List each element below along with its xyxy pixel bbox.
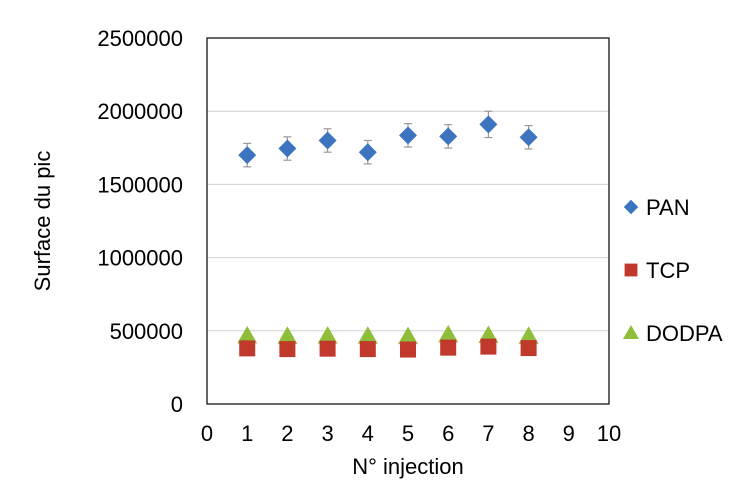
plot-area-border: [206, 37, 610, 405]
x-tick-label: 2: [281, 421, 293, 446]
x-tick-label: 5: [402, 421, 414, 446]
x-tick-labels: 0 1 2 3 4 5 6 7 8 9 10: [201, 421, 621, 446]
x-tick-label: 10: [597, 421, 621, 446]
dodpa-point: [237, 325, 258, 344]
x-tick-label: 7: [482, 421, 494, 446]
dodpa-point: [317, 326, 338, 344]
legend-marker-tcp: [624, 263, 638, 277]
tcp-point: [520, 340, 537, 357]
pan-point: [278, 139, 297, 158]
legend: PAN TCP DODPA: [623, 195, 723, 346]
legend-label-tcp: TCP: [646, 258, 690, 283]
x-tick-label: 6: [442, 421, 454, 446]
legend-marker-dodpa: [623, 325, 639, 339]
pan-point: [519, 128, 538, 147]
pan-point: [439, 127, 458, 146]
x-tick-label: 0: [201, 421, 213, 446]
tcp-point: [359, 341, 376, 358]
legend-item-pan: PAN: [623, 195, 690, 220]
tcp-point: [239, 340, 256, 357]
y-tick-label: 500000: [110, 319, 183, 344]
x-tick-label: 3: [321, 421, 333, 446]
y-tick-label: 2500000: [97, 26, 183, 51]
pan-point: [399, 126, 417, 145]
x-tick-label: 9: [563, 421, 575, 446]
tcp-point: [279, 341, 296, 358]
dodpa-point: [357, 326, 378, 344]
legend-item-tcp: TCP: [624, 258, 690, 283]
y-axis-title: Surface du pic: [30, 151, 55, 292]
pan-point: [318, 131, 337, 150]
y-tick-labels: 0 500000 1000000 1500000 2000000 2500000: [97, 26, 183, 417]
dodpa-point: [398, 326, 418, 345]
y-tick-label: 0: [171, 392, 183, 417]
legend-item-dodpa: DODPA: [623, 321, 723, 346]
tcp-point: [440, 339, 457, 356]
data-points: [237, 110, 539, 358]
dodpa-point: [438, 324, 459, 343]
y-tick-label: 2000000: [97, 99, 183, 124]
legend-label-pan: PAN: [646, 195, 690, 220]
dodpa-point: [277, 326, 298, 344]
tcp-point: [319, 340, 336, 357]
pan-point: [479, 115, 498, 134]
tcp-point: [400, 341, 416, 358]
y-tick-label: 1500000: [97, 172, 183, 197]
pan-point: [238, 146, 257, 165]
y-tick-label: 1000000: [97, 246, 183, 271]
dodpa-point: [518, 326, 539, 344]
legend-label-dodpa: DODPA: [646, 321, 723, 346]
legend-marker-pan: [623, 199, 639, 215]
x-tick-label: 8: [522, 421, 534, 446]
x-tick-label: 1: [241, 421, 253, 446]
x-axis-title: N° injection: [352, 454, 464, 479]
pan-point: [358, 143, 377, 162]
x-tick-label: 4: [362, 421, 374, 446]
tcp-point: [480, 338, 497, 355]
dodpa-point: [478, 325, 499, 343]
